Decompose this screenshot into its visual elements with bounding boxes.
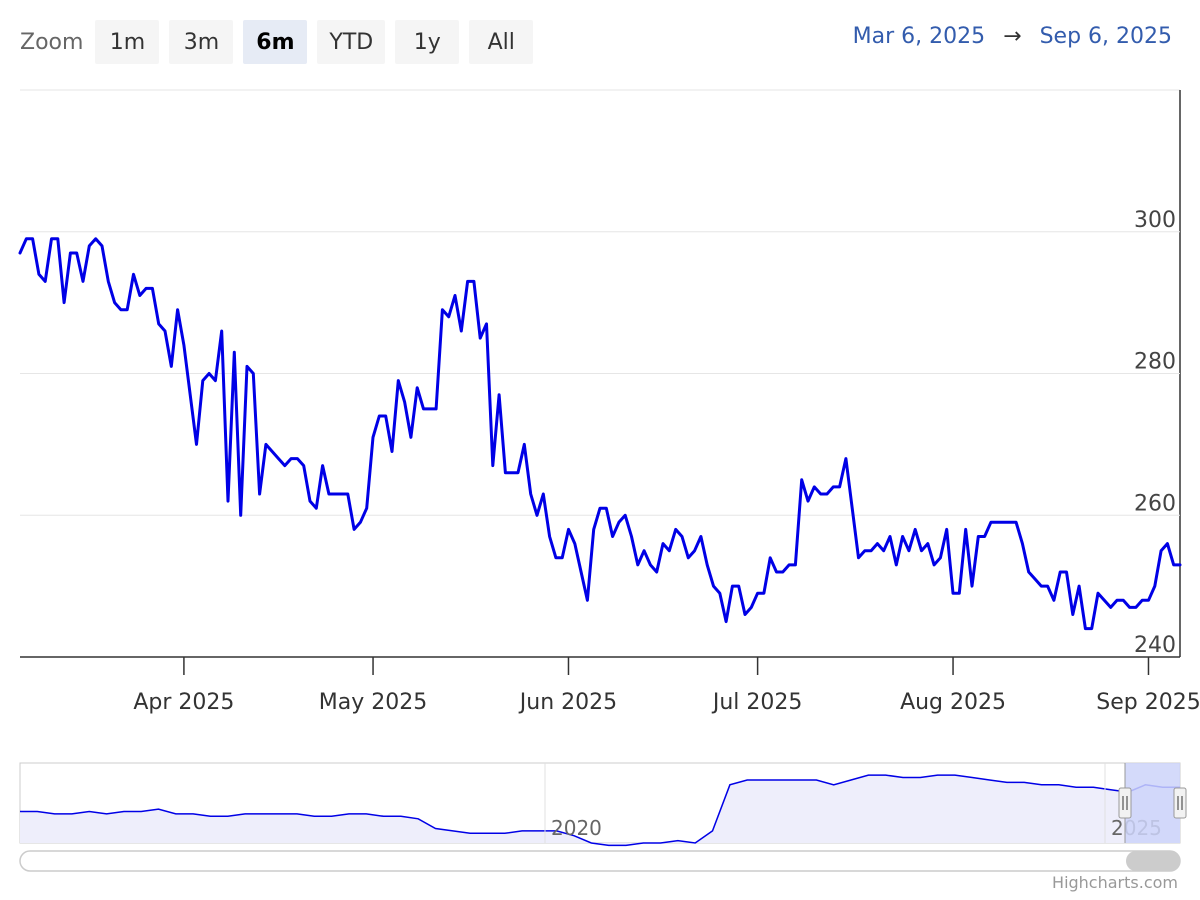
- navigator-handle-left[interactable]: [1118, 787, 1132, 819]
- x-tick-label: Aug 2025: [900, 690, 1006, 715]
- date-range-display: Mar 6, 2025 → Sep 6, 2025: [853, 24, 1172, 49]
- navigator-series-line: [20, 774, 1180, 847]
- y-tick-label: 300: [1134, 208, 1176, 233]
- y-tick-label: 240: [1134, 633, 1176, 658]
- navigator-area: [20, 775, 1180, 846]
- zoom-button-1m[interactable]: 1m: [95, 20, 160, 64]
- range-selector: Zoom 1m 3m 6m YTD 1y All: [20, 20, 543, 64]
- x-tick-label: Jun 2025: [518, 690, 617, 715]
- range-to-date[interactable]: Sep 6, 2025: [1039, 24, 1172, 49]
- y-tick-label: 260: [1134, 491, 1176, 516]
- zoom-button-6m[interactable]: 6m: [243, 20, 308, 64]
- zoom-button-3m[interactable]: 3m: [169, 20, 234, 64]
- scrollbar-track[interactable]: [19, 850, 1181, 872]
- range-from-date[interactable]: Mar 6, 2025: [852, 24, 986, 49]
- zoom-label: Zoom: [20, 29, 84, 55]
- zoom-button-ytd[interactable]: YTD: [317, 20, 386, 64]
- zoom-button-1y[interactable]: 1y: [395, 20, 460, 64]
- navigator-handle-right[interactable]: [1173, 787, 1187, 819]
- zoom-button-all[interactable]: All: [469, 20, 534, 64]
- x-tick-label: May 2025: [319, 690, 427, 715]
- scrollbar-thumb[interactable]: [1126, 851, 1180, 871]
- x-tick-label: Jul 2025: [711, 690, 803, 715]
- x-tick-label: Apr 2025: [133, 690, 234, 715]
- range-arrow: →: [1003, 24, 1022, 49]
- x-tick-label: Sep 2025: [1096, 690, 1200, 715]
- credits-link[interactable]: Highcharts.com: [1052, 873, 1178, 892]
- price-series-line: [18, 237, 1182, 631]
- navigator-selection[interactable]: [1125, 763, 1180, 843]
- navigator-tick-label: 2020: [551, 816, 602, 840]
- y-tick-label: 280: [1134, 350, 1176, 375]
